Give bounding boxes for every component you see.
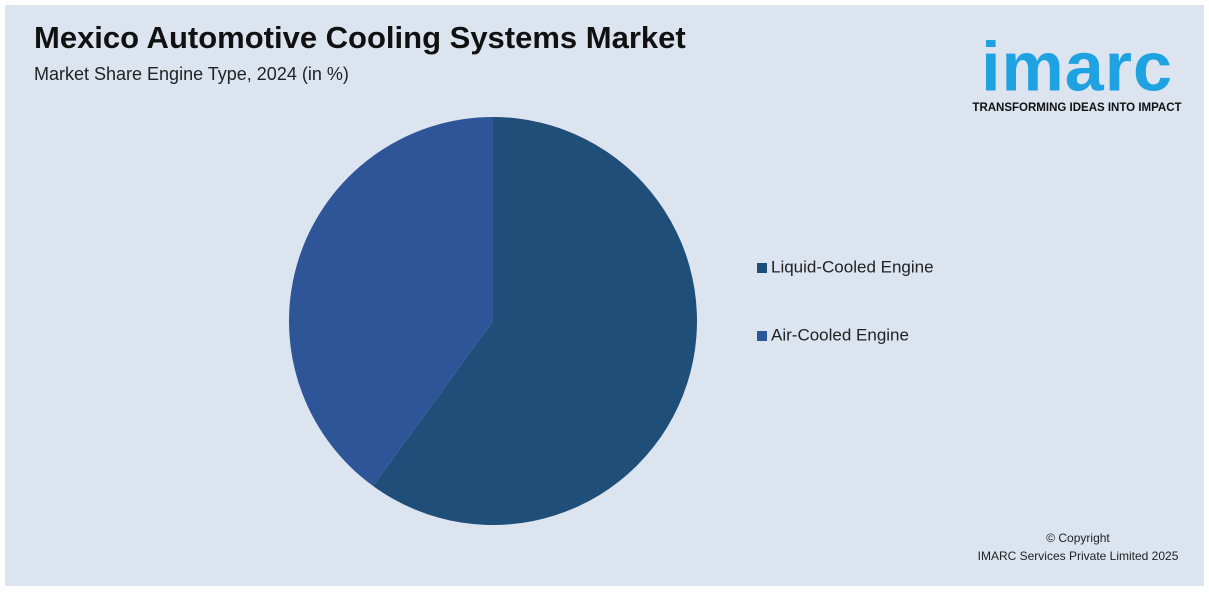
chart-title: Mexico Automotive Cooling Systems Market (34, 20, 686, 55)
legend-swatch (757, 331, 767, 341)
legend-label: Air-Cooled Engine (771, 325, 909, 344)
legend: Liquid-Cooled Engine Air-Cooled Engine (757, 257, 934, 344)
chart-subtitle: Market Share Engine Type, 2024 (in %) (34, 64, 349, 84)
legend-swatch (757, 263, 767, 273)
pie-slice (373, 117, 697, 525)
copyright: © Copyright (1046, 531, 1110, 545)
logo-tagline: TRANSFORMING IDEAS INTO IMPACT (972, 102, 1181, 114)
copyright-owner: IMARC Services Private Limited 2025 (978, 549, 1179, 563)
logo: imarc (981, 27, 1173, 105)
pie-slice (289, 117, 493, 487)
legend-label: Liquid-Cooled Engine (771, 257, 934, 276)
pie (289, 117, 697, 525)
